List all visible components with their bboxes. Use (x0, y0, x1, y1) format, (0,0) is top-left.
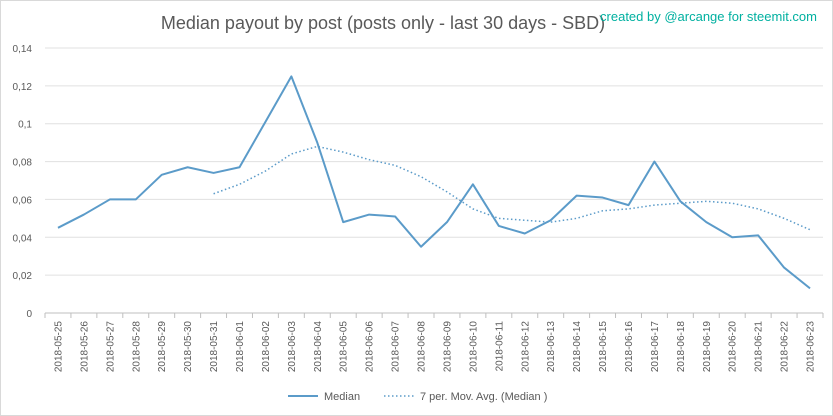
y-tick-label: 0,06 (13, 195, 33, 206)
chart-title: Median payout by post (posts only - last… (161, 13, 605, 33)
x-tick-label: 2018-05-29 (157, 321, 168, 373)
x-tick-label: 2018-05-25 (53, 321, 64, 373)
x-tick-label: 2018-06-18 (676, 321, 687, 373)
x-tick-label: 2018-06-05 (339, 321, 350, 373)
y-tick-label: 0,08 (13, 158, 33, 169)
series-layer (57, 75, 811, 290)
y-tick-label: 0,14 (13, 44, 33, 55)
x-tick-label: 2018-06-03 (287, 321, 298, 373)
x-tick-label: 2018-06-19 (702, 321, 713, 373)
x-tick-label: 2018-06-15 (598, 321, 609, 373)
x-tick-label: 2018-05-30 (183, 321, 194, 373)
x-tick-label: 2018-06-22 (780, 321, 791, 373)
x-tick-label: 2018-06-07 (391, 321, 402, 373)
x-tick-label: 2018-06-09 (442, 321, 453, 373)
x-tick-label: 2018-06-01 (235, 321, 246, 373)
x-tick-label: 2018-05-31 (209, 321, 220, 373)
x-tick-label: 2018-06-12 (520, 321, 531, 373)
x-tick-label: 2018-06-17 (650, 321, 661, 373)
x-tick-label: 2018-06-04 (313, 321, 324, 373)
x-tick-label: 2018-06-06 (365, 321, 376, 373)
y-axis: 0 0,02 0,04 0,06 0,08 0,1 0,12 0,14 (13, 44, 33, 320)
x-tick-label: 2018-06-14 (572, 321, 583, 373)
legend-moving-average-label: 7 per. Mov. Avg. (Median ) (420, 391, 547, 403)
x-tick-label: 2018-06-16 (624, 321, 635, 373)
x-tick-label: 2018-06-10 (468, 321, 479, 373)
x-tick-label: 2018-06-23 (806, 321, 817, 373)
y-tick-label: 0,04 (13, 233, 33, 244)
x-tick-label: 2018-06-13 (546, 321, 557, 373)
moving-average-series-line (213, 145, 811, 231)
legend-median-label: Median (324, 391, 360, 403)
x-tick-label: 2018-05-28 (131, 321, 142, 373)
y-tick-label: 0 (26, 309, 32, 320)
x-tick-label: 2018-06-11 (494, 321, 505, 372)
y-tick-label: 0,02 (13, 271, 33, 282)
y-tick-label: 0,12 (13, 82, 33, 93)
x-axis: 2018-05-25 2018-05-26 2018-05-27 2018-05-28… (44, 313, 824, 373)
x-tick-label: 2018-05-26 (79, 321, 90, 373)
x-tick-label: 2018-06-08 (417, 321, 428, 373)
x-tick-label: 2018-06-02 (261, 321, 272, 373)
y-tick-label: 0,1 (18, 120, 32, 131)
x-tick-label: 2018-05-27 (105, 321, 116, 373)
legend: Median 7 per. Mov. Avg. (Median ) (288, 391, 547, 403)
chart-credit: created by @arcange for steemit.com (600, 9, 817, 24)
median-series-line (57, 75, 811, 290)
x-tick-label: 2018-06-20 (728, 321, 739, 373)
x-tick-label: 2018-06-21 (754, 321, 765, 373)
